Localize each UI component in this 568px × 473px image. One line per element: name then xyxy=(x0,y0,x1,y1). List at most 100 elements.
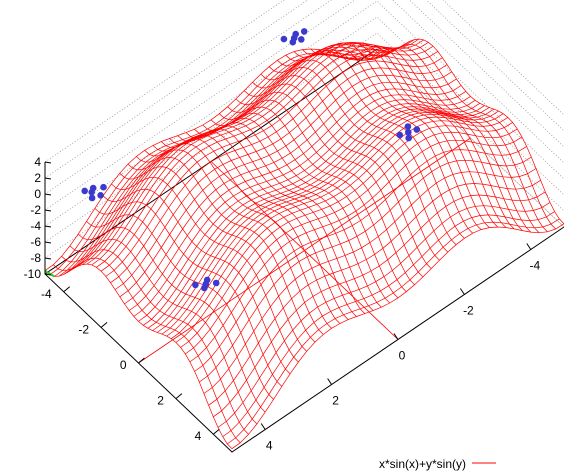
surface-line-x xyxy=(96,42,429,268)
surface-line-y xyxy=(53,257,241,443)
data-point xyxy=(89,184,97,192)
surface-line-y xyxy=(219,106,407,292)
surface-line-y xyxy=(335,45,523,231)
data-point xyxy=(405,129,412,136)
data-point xyxy=(212,279,220,287)
surface-line-y xyxy=(285,48,473,234)
y-tick-label: 4 xyxy=(266,439,273,453)
surface-line-x xyxy=(217,202,551,428)
surface-line-y xyxy=(252,75,440,261)
data-point xyxy=(192,281,199,289)
surface-line-y xyxy=(235,91,424,278)
back-grid-line xyxy=(44,16,565,243)
z-tick-mark xyxy=(44,177,52,180)
surface-line-x xyxy=(133,91,466,317)
x-tick-mark xyxy=(212,428,220,435)
surface-line-y xyxy=(119,166,307,352)
surface-line-x xyxy=(54,51,387,277)
surface-line-y xyxy=(376,38,565,224)
y-tick-label: -2 xyxy=(463,304,474,318)
data-point xyxy=(413,126,421,133)
surface-line-y xyxy=(293,44,482,230)
surface-line-x xyxy=(166,110,499,337)
y-tick-mark xyxy=(327,378,333,385)
surface-line-y xyxy=(302,42,490,228)
data-point xyxy=(405,134,413,142)
data-point xyxy=(396,131,404,139)
surface-mesh xyxy=(44,38,565,449)
surface-line-y xyxy=(185,125,374,311)
data-point xyxy=(201,284,208,292)
data-points xyxy=(81,28,421,292)
legend: x*sin(x)+y*sin(y) xyxy=(379,457,496,471)
y-tick-mark xyxy=(260,423,266,430)
y-tick-label: -4 xyxy=(529,259,540,273)
data-point xyxy=(97,192,104,199)
back-grid xyxy=(44,0,565,275)
surface-line-y xyxy=(136,149,324,335)
z-tick-mark xyxy=(44,209,52,212)
z-tick-label: -2 xyxy=(30,203,41,217)
surface-line-y xyxy=(44,263,233,449)
back-grid-line xyxy=(44,0,565,211)
surface-line-y xyxy=(194,122,382,308)
y-tick-label: 2 xyxy=(332,394,339,408)
data-point xyxy=(88,194,96,202)
surface-line-x xyxy=(152,105,485,331)
z-tick-mark xyxy=(44,273,52,276)
surface-line-x xyxy=(147,103,481,329)
back-grid-line xyxy=(44,0,565,227)
z-tick-mark xyxy=(44,225,52,228)
surface-line-y xyxy=(111,176,299,363)
data-point xyxy=(100,183,107,191)
x-tick-mark xyxy=(100,322,108,328)
surface-line-x xyxy=(199,156,532,383)
surface-line-x xyxy=(128,85,462,311)
surface-line-y xyxy=(69,238,258,425)
surface-line-y xyxy=(152,138,341,324)
y-tick-mark xyxy=(526,243,532,250)
data-point xyxy=(298,36,305,43)
z-tick-mark xyxy=(44,257,52,260)
z-tick-label: 4 xyxy=(34,155,41,169)
surface-line-y xyxy=(127,157,316,343)
x-tick-mark xyxy=(138,357,145,364)
x-tick-label: 0 xyxy=(120,358,127,372)
surface-line-y xyxy=(368,43,556,230)
surface-line-y xyxy=(310,41,498,228)
surface-line-y xyxy=(360,46,548,233)
x-tick-label: 2 xyxy=(157,394,164,408)
data-point xyxy=(404,123,412,130)
surface-line-x xyxy=(222,211,555,437)
surface-underside-patch xyxy=(44,269,55,278)
x-tick-label: 4 xyxy=(195,429,202,443)
surface-line-y xyxy=(343,47,532,233)
back-grid-line xyxy=(44,0,565,163)
surface-line-y xyxy=(351,47,540,233)
x-tick-label: -4 xyxy=(41,287,52,301)
data-point xyxy=(289,38,297,46)
z-tick-label: -8 xyxy=(30,251,41,265)
surface-line-y xyxy=(169,131,357,317)
y-tick-label: 0 xyxy=(399,349,406,363)
surface-line-x xyxy=(208,180,541,406)
data-point xyxy=(81,187,88,195)
surface-line-y xyxy=(243,83,432,269)
back-grid-line xyxy=(44,32,565,259)
surface-line-y xyxy=(268,59,457,245)
surface-line-y xyxy=(94,201,283,387)
z-tick-mark xyxy=(44,161,52,164)
y-tick-mark xyxy=(459,288,465,295)
surface-line-y xyxy=(102,188,291,375)
surface-line-y xyxy=(86,214,274,400)
data-point xyxy=(280,35,288,43)
surface-line-y xyxy=(61,249,249,435)
surface-line-x xyxy=(227,218,560,445)
surface-line-y xyxy=(77,227,266,413)
surface-line-y xyxy=(160,134,349,320)
x-tick-mark xyxy=(175,393,183,399)
y-tick-mark xyxy=(393,333,399,340)
back-grid-line xyxy=(44,0,565,179)
back-grid-line xyxy=(44,48,565,275)
